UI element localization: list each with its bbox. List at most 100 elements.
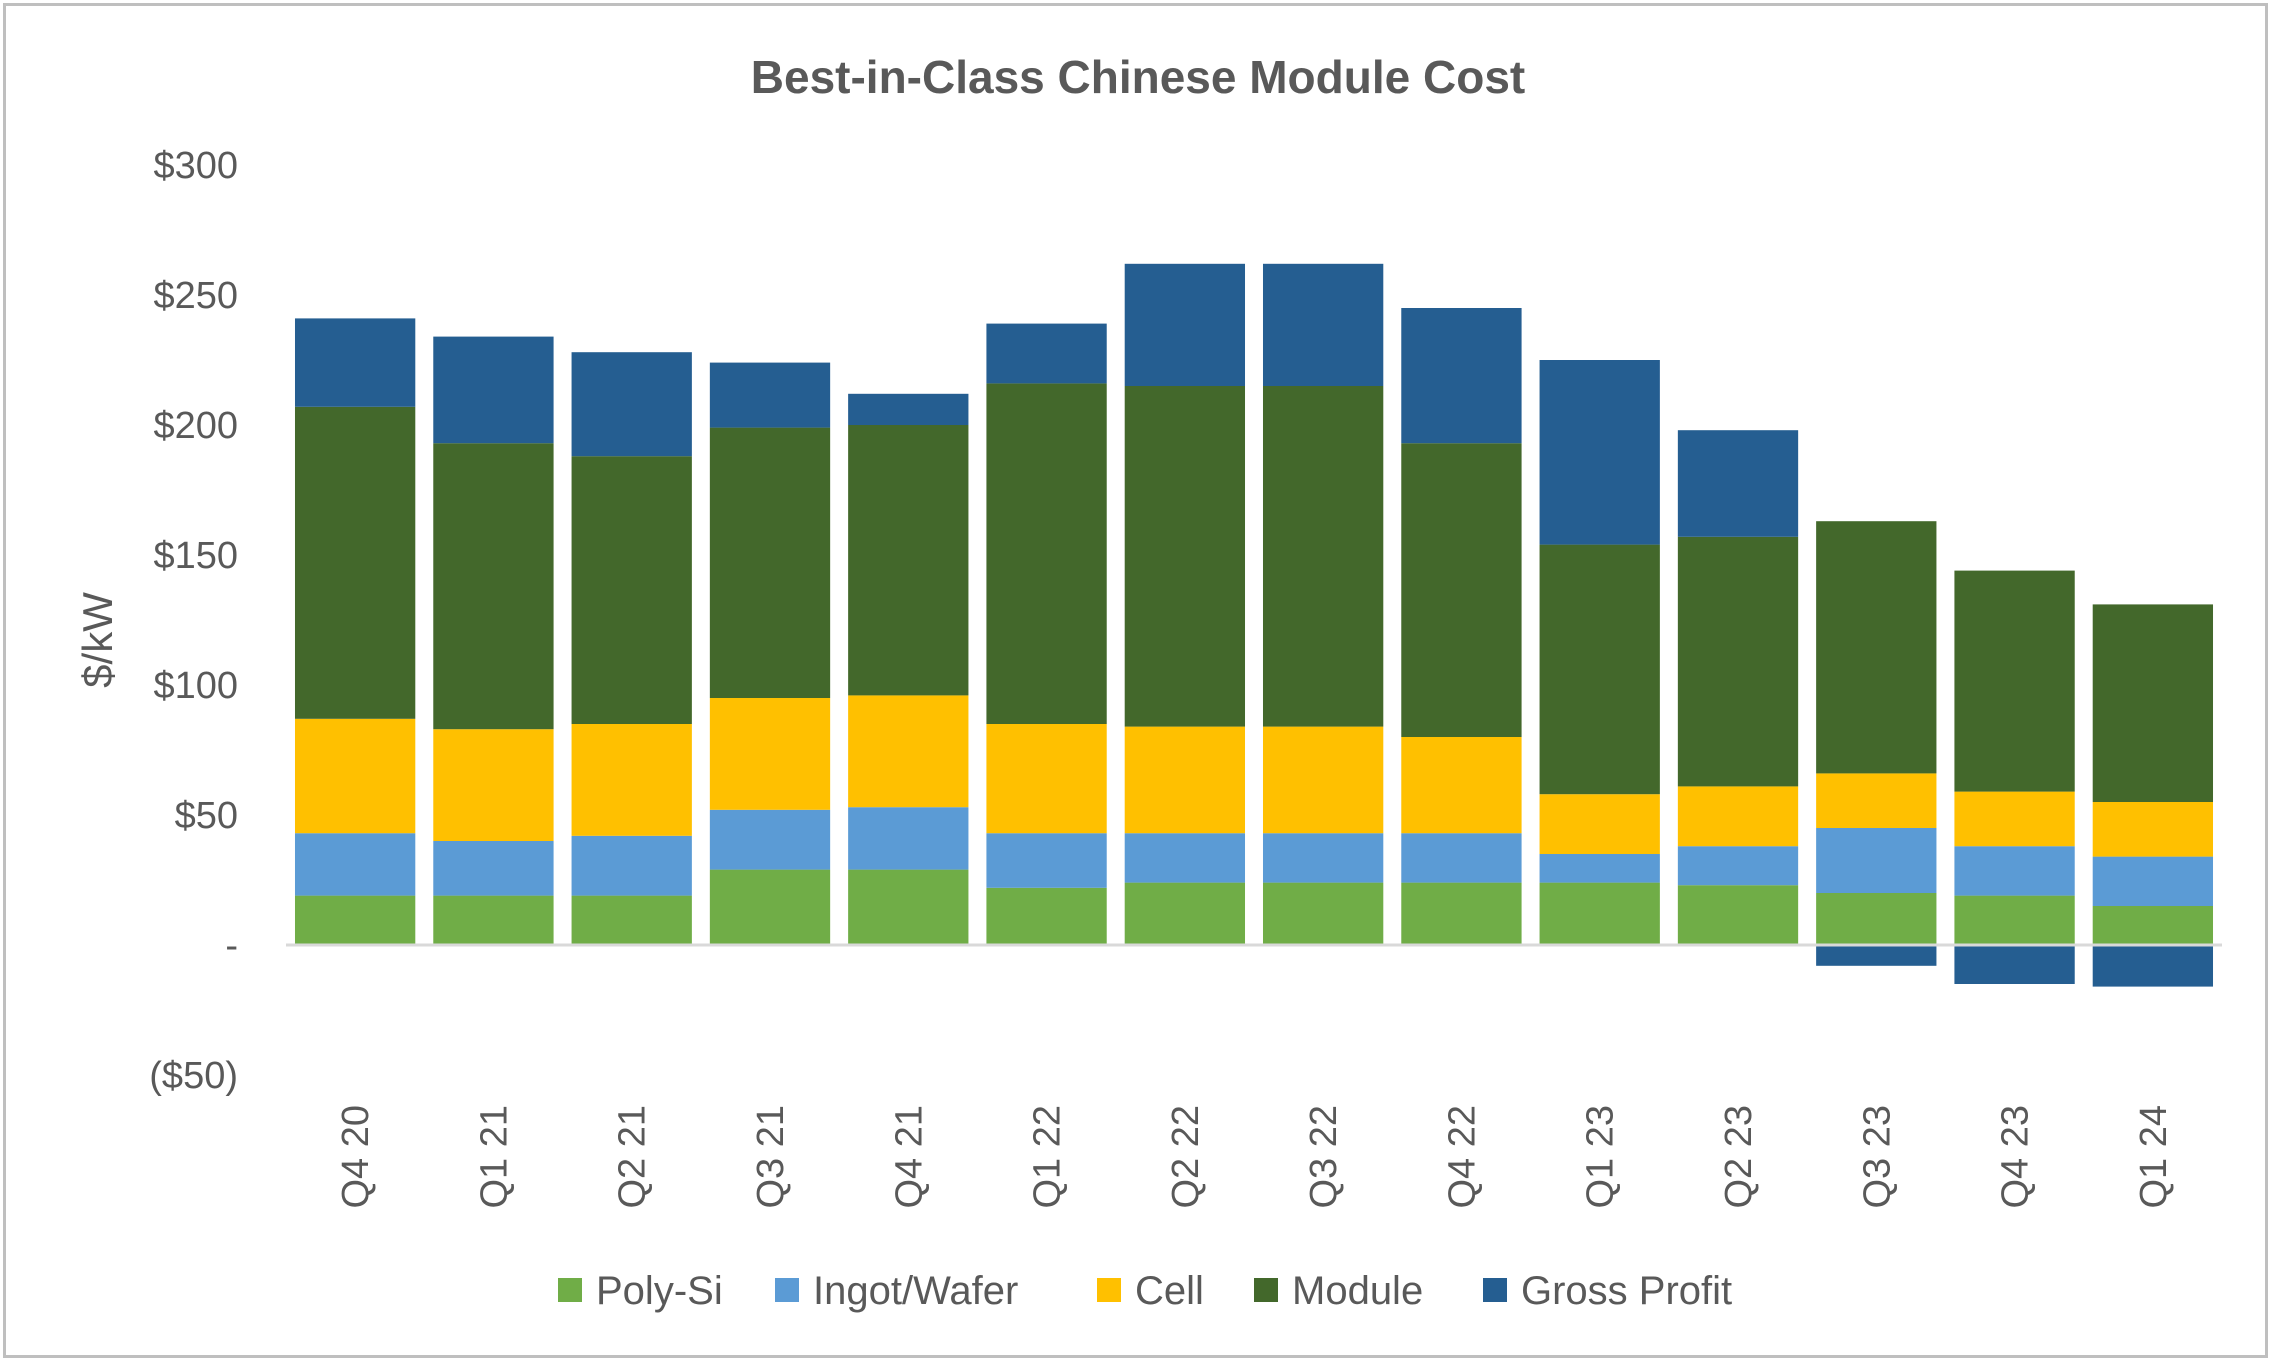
bar-segment-ingot-wafer <box>1677 846 1799 886</box>
bar-segment-ingot-wafer <box>571 835 692 896</box>
y-tick-label: $300 <box>153 145 238 187</box>
y-axis-label: $/kW <box>74 592 121 688</box>
bar-segment-gross-profit <box>433 336 554 444</box>
legend-swatch <box>1097 1278 1121 1302</box>
bar-segment-poly-si <box>848 869 969 945</box>
bar-segment-cell <box>2092 802 2214 857</box>
bar-segment-module <box>1677 536 1799 787</box>
bar-segment-poly-si <box>2092 906 2214 945</box>
bar-segment-poly-si <box>433 895 554 945</box>
bar-segment-gross-profit <box>848 393 969 425</box>
chart-title: Best-in-Class Chinese Module Cost <box>751 51 1525 103</box>
x-tick-label: Q1 23 <box>1580 1105 1622 1209</box>
bar-segment-cell <box>433 729 554 841</box>
bar-segment-poly-si <box>294 895 416 945</box>
bar-segment-gross-profit <box>986 323 1107 384</box>
bar-segment-module <box>709 427 831 698</box>
bar-segment-cell <box>1262 726 1384 834</box>
legend-label: Gross Profit <box>1521 1269 1732 1313</box>
bar-segment-gross-profit <box>709 362 831 428</box>
y-tick-label: - <box>225 925 238 967</box>
bar-segment-gross-profit <box>1677 430 1799 537</box>
bar-segment-module <box>1401 443 1522 737</box>
bar-segment-gross-profit <box>571 352 692 457</box>
bar-segment-gross-profit <box>1954 945 2075 984</box>
y-tick-label: $250 <box>153 275 238 317</box>
bar-segment-poly-si <box>1401 882 1522 945</box>
bar-segment-cell <box>986 724 1107 834</box>
x-tick-label: Q4 23 <box>1995 1105 2037 1209</box>
legend: Poly-Si Ingot/Wafer Cell Module Gross Profit <box>558 1269 1732 1313</box>
bar-segment-gross-profit <box>2092 945 2214 987</box>
bar-segment-poly-si <box>571 895 692 945</box>
bar-segment-poly-si <box>1816 893 1937 945</box>
y-tick-label: $200 <box>153 405 238 447</box>
x-tick-label: Q4 22 <box>1441 1105 1483 1209</box>
y-axis-ticks: $300 $250 $200 $150 $100 $50 - ($50) <box>149 145 238 1097</box>
bar-segment-cell <box>1124 726 1246 834</box>
x-tick-label: Q3 23 <box>1856 1105 1898 1209</box>
bar-segment-ingot-wafer <box>1262 833 1384 883</box>
bar-segment-ingot-wafer <box>986 833 1107 888</box>
bar-segment-ingot-wafer <box>433 841 554 896</box>
bar-segment-gross-profit <box>294 318 416 407</box>
bar-segment-gross-profit <box>1816 945 1937 966</box>
bar-segment-cell <box>1816 773 1937 828</box>
bar-segment-module <box>294 406 416 719</box>
bar-segment-cell <box>1401 737 1522 834</box>
bar-segment-ingot-wafer <box>1954 846 2075 896</box>
bar-segment-cell <box>1539 794 1660 854</box>
bar-segment-poly-si <box>709 869 831 945</box>
bar-segment-ingot-wafer <box>2092 856 2214 906</box>
x-tick-label: Q1 21 <box>473 1105 515 1209</box>
bar-segment-module <box>1262 386 1384 727</box>
bar-segment-poly-si <box>1954 895 2075 945</box>
bar-segment-cell <box>709 698 831 810</box>
x-tick-label: Q2 21 <box>612 1105 654 1209</box>
x-axis-ticks: Q4 20 Q1 21 Q2 21 Q3 21 Q4 21 Q1 22 Q2 22 Q3 22… <box>335 1105 2175 1209</box>
x-tick-label: Q1 22 <box>1027 1105 1069 1209</box>
bar-segment-gross-profit <box>1539 360 1660 545</box>
bar-segment-ingot-wafer <box>709 809 831 870</box>
legend-label: Cell <box>1135 1269 1204 1313</box>
bar-segment-poly-si <box>1677 885 1799 945</box>
bar-segment-cell <box>1954 791 2075 847</box>
y-tick-label: $100 <box>153 665 238 707</box>
bar-segment-ingot-wafer <box>848 807 969 870</box>
x-tick-label: Q2 22 <box>1165 1105 1207 1209</box>
bars-layer <box>286 263 2222 987</box>
bar-segment-ingot-wafer <box>1816 828 1937 893</box>
bar-segment-module <box>848 425 969 696</box>
bar-segment-module <box>2092 604 2214 802</box>
bar-segment-module <box>433 443 554 730</box>
bar-segment-poly-si <box>1124 882 1246 945</box>
bar-segment-module <box>986 383 1107 724</box>
bar-segment-poly-si <box>1539 882 1660 945</box>
bar-segment-cell <box>848 695 969 808</box>
x-tick-label: Q4 20 <box>335 1105 377 1209</box>
bar-segment-ingot-wafer <box>1539 854 1660 883</box>
bar-segment-gross-profit <box>1262 263 1384 386</box>
bar-segment-poly-si <box>986 887 1107 945</box>
bar-segment-module <box>1539 544 1660 795</box>
bar-segment-module <box>1124 386 1246 727</box>
bar-segment-ingot-wafer <box>1124 833 1246 883</box>
legend-label: Poly-Si <box>596 1269 723 1313</box>
bar-segment-gross-profit <box>1124 263 1246 386</box>
legend-swatch <box>1254 1278 1278 1302</box>
y-tick-label: ($50) <box>149 1055 238 1097</box>
legend-swatch <box>775 1278 799 1302</box>
legend-label: Module <box>1292 1269 1423 1313</box>
bar-segment-module <box>1816 521 1937 774</box>
y-tick-label: $50 <box>175 795 238 837</box>
legend-swatch <box>558 1278 582 1302</box>
bar-segment-ingot-wafer <box>1401 833 1522 883</box>
bar-segment-module <box>571 456 692 724</box>
bar-segment-cell <box>294 718 416 834</box>
bar-segment-poly-si <box>1262 882 1384 945</box>
bar-segment-cell <box>1677 786 1799 847</box>
bar-segment-ingot-wafer <box>294 833 416 896</box>
y-tick-label: $150 <box>153 535 238 577</box>
bar-segment-cell <box>571 724 692 836</box>
